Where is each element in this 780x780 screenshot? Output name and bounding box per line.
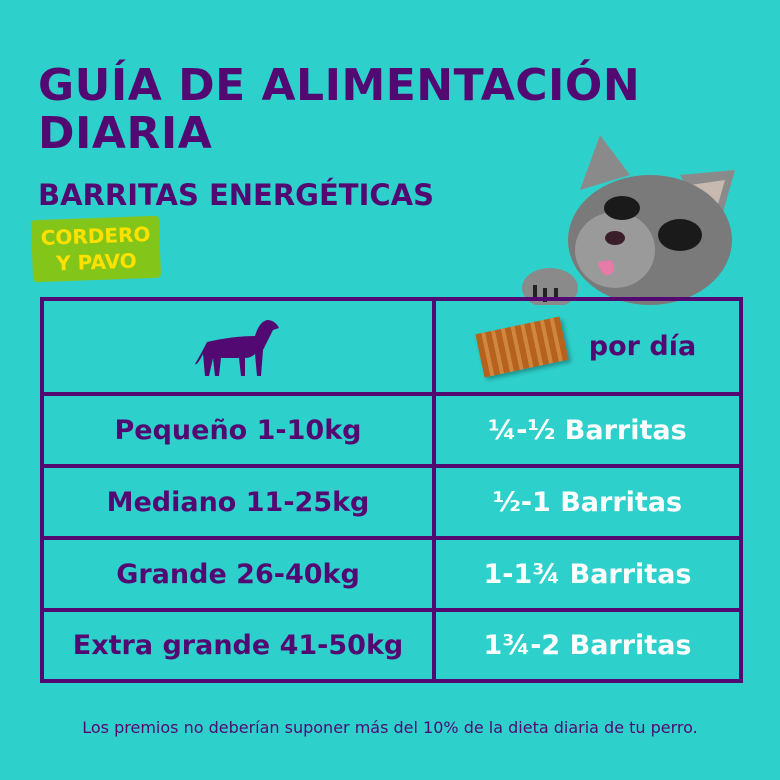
cartoon-dog-illustration [522,135,735,305]
flavor-line2: Y PAVO [55,248,138,276]
footer-note: Los premios no deberían suponer más del … [82,718,698,737]
table-header-row: por día [44,301,739,396]
dog-size-cell: Grande 26-40kg [44,540,436,608]
dog-size-header [44,301,436,392]
page-title: GUÍA DE ALIMENTACIÓN DIARIA [38,60,641,159]
feeding-table: por día Pequeño 1-10kg ¼-½ Barritas Medi… [40,297,743,683]
amount-cell: 1¾-2 Barritas [483,630,692,661]
table-row: Pequeño 1-10kg ¼-½ Barritas [44,396,739,468]
amount-cell: ¼-½ Barritas [488,414,687,446]
amount-cell: ½-1 Barritas [492,486,683,518]
per-day-label: por día [588,331,697,362]
dog-size-cell: Extra grande 41-50kg [44,612,436,679]
dog-silhouette-icon [195,319,279,376]
table-row: Extra grande 41-50kg 1¾-2 Barritas [44,612,739,679]
table-row: Grande 26-40kg 1-1¾ Barritas [44,540,739,612]
dog-size-cell: Pequeño 1-10kg [44,396,436,464]
flavor-line1: CORDERO [40,222,151,250]
product-subtitle: BARRITAS ENERGÉTICAS [38,178,434,212]
flavor-badge: CORDERO Y PAVO [30,215,162,283]
table-row: Mediano 11-25kg ½-1 Barritas [44,468,739,540]
amount-cell: 1-1¾ Barritas [483,558,692,590]
dog-size-cell: Mediano 11-25kg [44,468,436,536]
treat-bar-icon [475,316,569,377]
per-day-header: por día [436,301,739,392]
